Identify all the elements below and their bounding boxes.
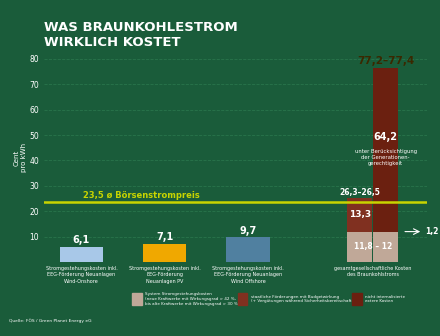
Bar [373, 232, 398, 262]
Text: 64,2: 64,2 [374, 132, 398, 142]
Text: 23,5 ø Börsenstrompreis: 23,5 ø Börsenstrompreis [83, 191, 200, 200]
Text: Quelle: FÖS / Green Planet Energy eG: Quelle: FÖS / Green Planet Energy eG [9, 318, 92, 323]
Bar [143, 244, 186, 262]
Text: 11,8 – 12: 11,8 – 12 [354, 242, 392, 251]
Text: 6,1: 6,1 [73, 235, 90, 245]
Text: 77,2–77,4: 77,2–77,4 [357, 56, 414, 67]
Text: 13,3: 13,3 [349, 210, 371, 219]
Bar [347, 232, 372, 262]
Text: 9,7: 9,7 [239, 226, 257, 236]
Text: staatliche Förderungen mit Budgetwirkung
(+ Vergütungen während Sicherheitsberei: staatliche Förderungen mit Budgetwirkung… [251, 295, 353, 303]
Bar [347, 198, 372, 232]
Bar [226, 238, 270, 262]
Text: System Stromgestehungskosten
(neue Kraftwerke mit Wirkungsgrad > 42 %,
bis alte : System Stromgestehungskosten (neue Kraft… [145, 292, 239, 306]
Text: 26,3–26,5: 26,3–26,5 [339, 187, 380, 197]
Text: nicht internalisierte
extere Kosten: nicht internalisierte extere Kosten [365, 295, 405, 303]
Text: 1,2: 1,2 [425, 227, 438, 236]
Text: WAS BRAUNKOHLESTROM
WIRKLICH KOSTET: WAS BRAUNKOHLESTROM WIRKLICH KOSTET [44, 21, 238, 49]
Text: unter Berücksichtigung
der Generationen-
gerechtigkeit: unter Berücksichtigung der Generationen-… [355, 149, 417, 166]
Bar [60, 247, 103, 262]
Text: 7,1: 7,1 [156, 232, 173, 242]
Bar [373, 69, 398, 232]
Y-axis label: Cent
pro kWh: Cent pro kWh [14, 143, 26, 172]
